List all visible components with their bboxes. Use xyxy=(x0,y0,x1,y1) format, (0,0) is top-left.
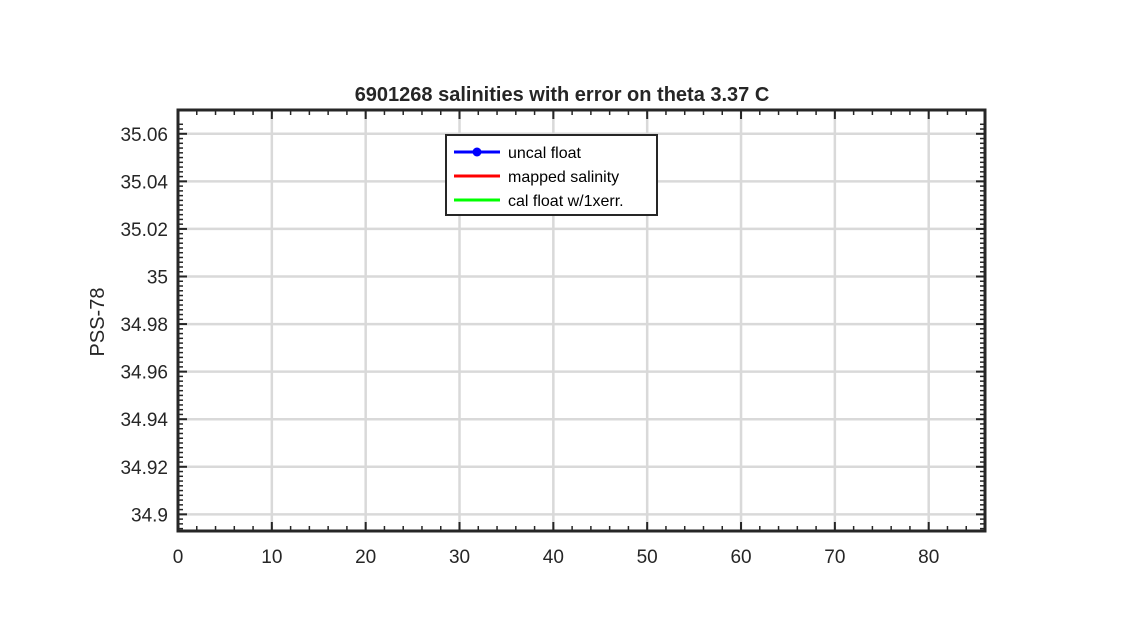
legend: uncal float mapped salinity cal float w/1x… xyxy=(445,134,658,216)
legend-marker-dot-0 xyxy=(472,147,482,157)
tick-marks xyxy=(177,110,986,531)
y-tick-label: 34.92 xyxy=(120,458,168,479)
y-tick-label: 35.06 xyxy=(120,125,168,146)
legend-label-2: cal float w/1xerr. xyxy=(508,193,624,210)
x-tick-labels: 0 10 20 30 40 50 60 70 80 xyxy=(173,547,940,568)
x-tick-label: 30 xyxy=(449,547,470,568)
x-tick-label: 70 xyxy=(824,547,845,568)
y-axis-label: PSS-78 xyxy=(87,288,109,357)
legend-label-0: uncal float xyxy=(508,145,581,162)
y-tick-label: 34.9 xyxy=(131,505,168,526)
chart-title: 6901268 salinities with error on theta 3… xyxy=(355,84,770,106)
y-tick-label: 35.04 xyxy=(120,172,168,193)
y-tick-labels: 34.9 34.92 34.94 34.96 34.98 35 35.02 35.04 35.0… xyxy=(120,125,168,527)
y-tick-label: 35.02 xyxy=(120,220,168,241)
legend-label-1: mapped salinity xyxy=(508,169,619,186)
y-tick-label: 34.98 xyxy=(120,315,168,336)
y-tick-label: 35 xyxy=(147,267,168,288)
axes-frame xyxy=(176,108,987,533)
x-tick-label: 10 xyxy=(261,547,282,568)
x-tick-label: 0 xyxy=(173,547,184,568)
y-tick-label: 34.94 xyxy=(120,410,168,431)
x-tick-label: 40 xyxy=(543,547,564,568)
x-tick-label: 60 xyxy=(730,547,751,568)
y-tick-label: 34.96 xyxy=(120,363,168,384)
axes-border xyxy=(176,108,987,533)
x-tick-label: 80 xyxy=(918,547,939,568)
x-tick-label: 50 xyxy=(637,547,658,568)
x-tick-label: 20 xyxy=(355,547,376,568)
